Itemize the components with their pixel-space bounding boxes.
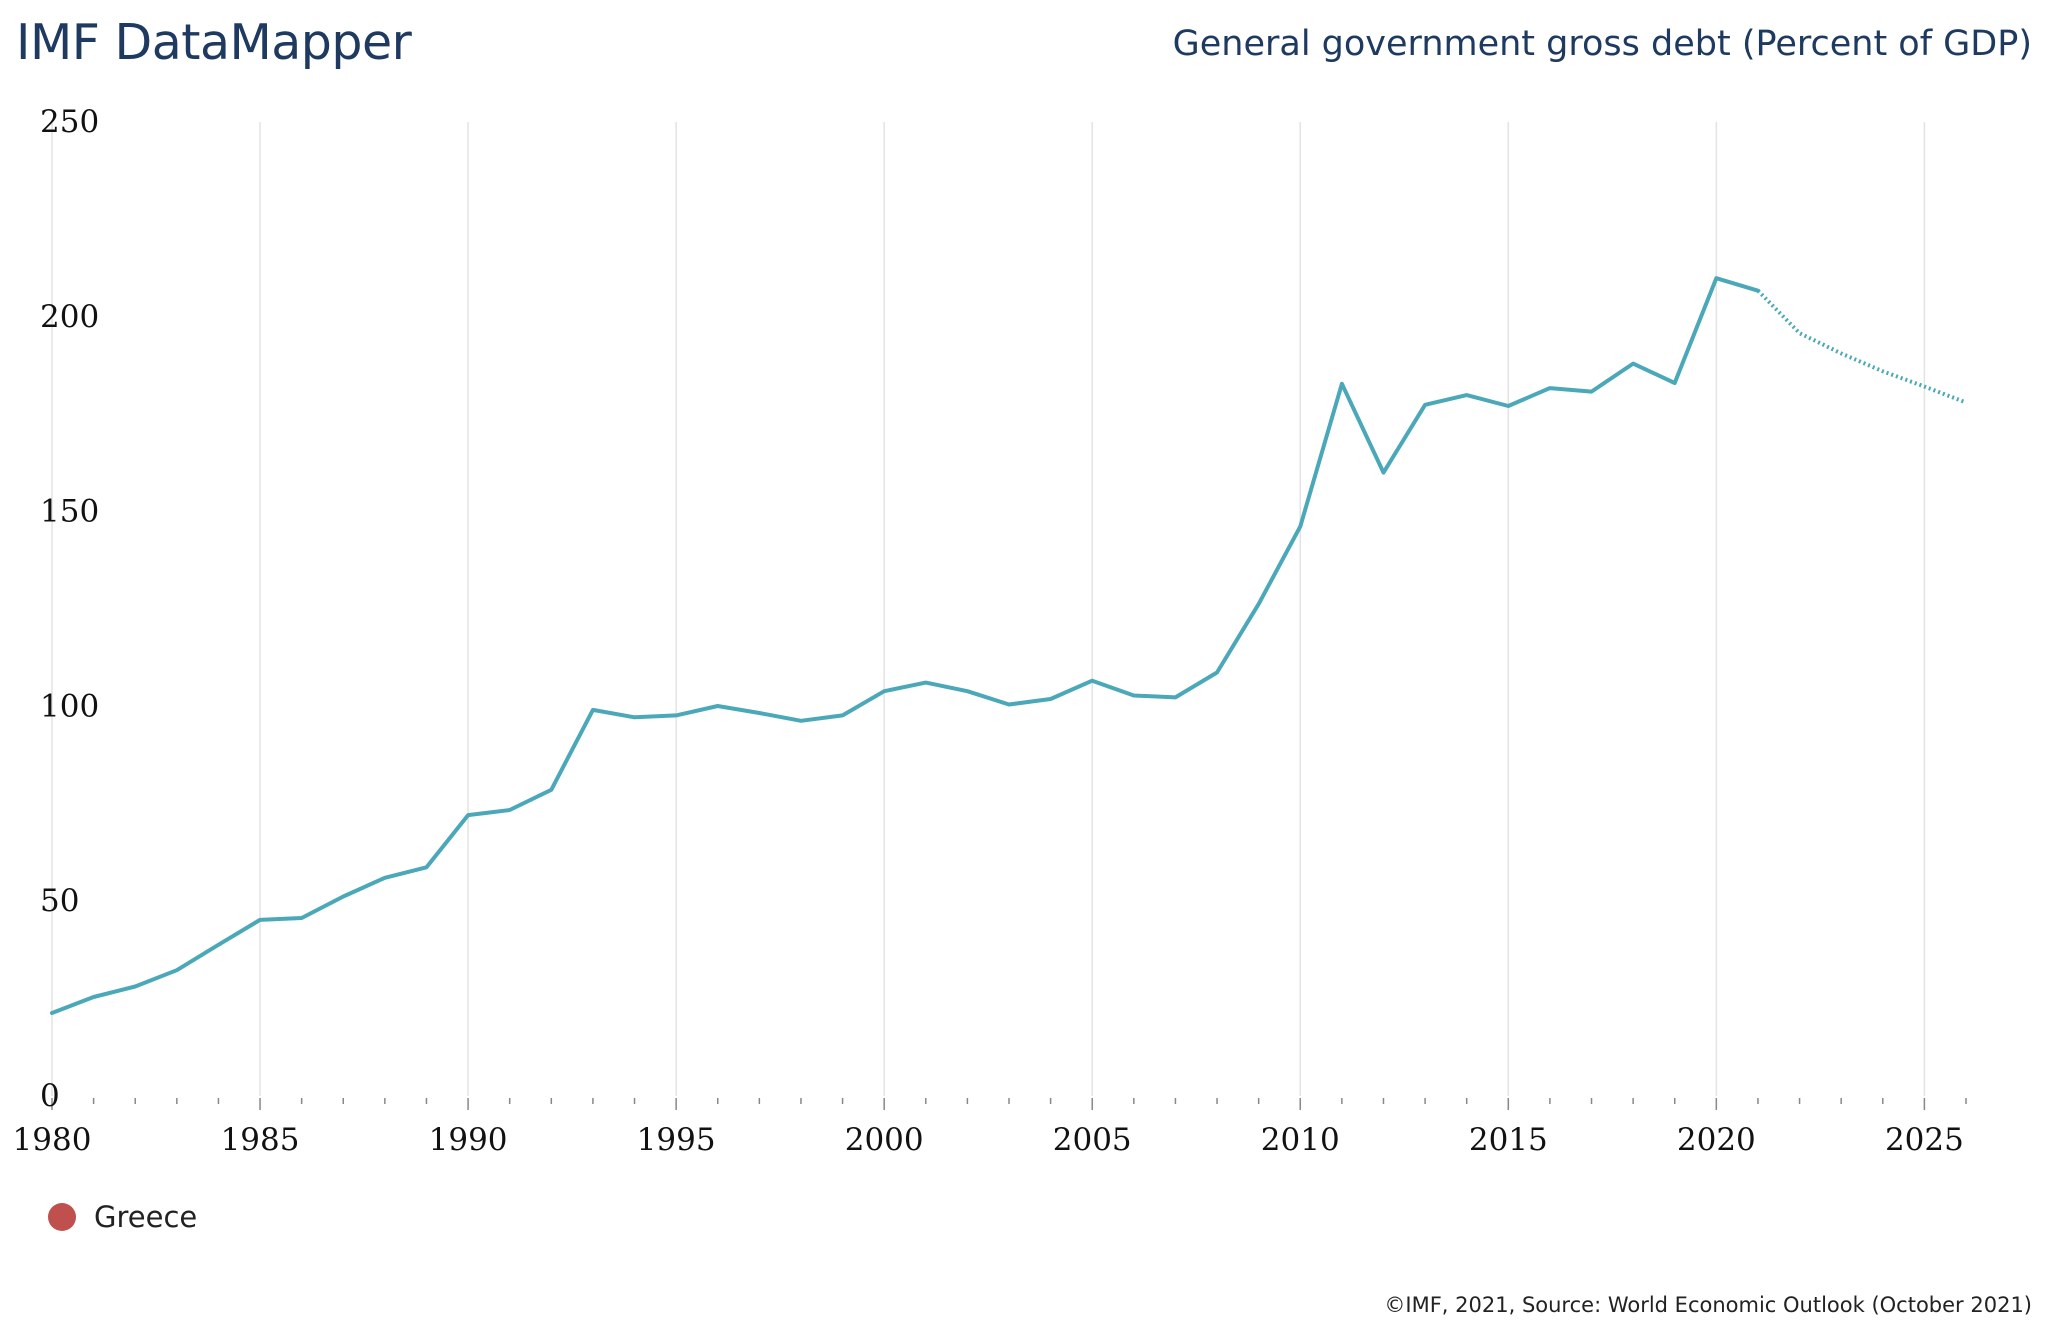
x-tick-label-1980: 1980: [13, 1122, 92, 1158]
y-tick-label-0: 0: [40, 1078, 60, 1114]
x-tick-label-1985: 1985: [221, 1122, 300, 1158]
x-tick-label-2005: 2005: [1053, 1122, 1132, 1158]
chart-title: General government gross debt (Percent o…: [1172, 24, 2032, 64]
x-tick-label-2010: 2010: [1261, 1122, 1340, 1158]
source-credits: ©IMF, 2021, Source: World Economic Outlo…: [1384, 1293, 2032, 1317]
y-tick-label-150: 150: [40, 494, 99, 530]
legend-label-greece[interactable]: Greece: [94, 1200, 198, 1234]
y-tick-label-200: 200: [40, 299, 99, 335]
x-tick-label-2020: 2020: [1677, 1122, 1756, 1158]
x-tick-label-2025: 2025: [1885, 1122, 1964, 1158]
y-tick-label-50: 50: [40, 883, 79, 919]
series-lines: [50, 276, 1967, 1015]
x-tick-label-2015: 2015: [1469, 1122, 1548, 1158]
y-tick-label-250: 250: [40, 104, 99, 140]
x-tick-label-1995: 1995: [637, 1122, 716, 1158]
grid: [51, 122, 1926, 1096]
series-forecast-line-0: [1756, 289, 1967, 405]
series-line-0: [50, 276, 1760, 1015]
brand-title: IMF DataMapper: [16, 14, 412, 71]
legend-swatch-icon: [48, 1203, 76, 1231]
x-tick-label-1990: 1990: [429, 1122, 508, 1158]
y-tick-label-100: 100: [40, 688, 99, 724]
legend: Greece: [48, 1200, 197, 1234]
x-tick-label-2000: 2000: [845, 1122, 924, 1158]
axis-ticks: 1980 1985 1990 1995 2000 2005 2010 2015 2020 2025…: [13, 104, 1967, 1158]
